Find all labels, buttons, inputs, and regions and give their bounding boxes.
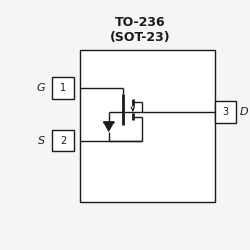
Text: D: D <box>239 107 248 117</box>
Bar <box>215 101 236 122</box>
Bar <box>52 130 74 152</box>
Text: G: G <box>37 83 46 93</box>
Text: S: S <box>38 136 45 146</box>
Polygon shape <box>104 122 114 132</box>
Bar <box>52 77 74 98</box>
Bar <box>80 50 215 202</box>
Text: TO-236: TO-236 <box>115 16 165 29</box>
Text: 3: 3 <box>222 107 228 117</box>
Text: (SOT-23): (SOT-23) <box>110 30 170 44</box>
Text: 2: 2 <box>60 136 66 146</box>
Text: 1: 1 <box>60 83 66 93</box>
